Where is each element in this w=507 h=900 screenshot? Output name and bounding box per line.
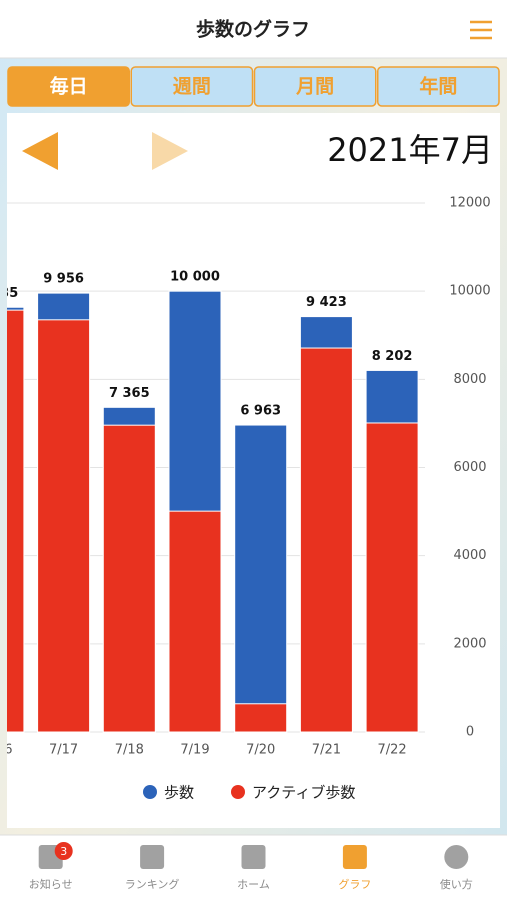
x-tick-label: 7/19 [180,743,209,758]
y-tick-label: 4000 [453,548,486,563]
y-tick-label: 6000 [453,460,486,475]
legend-swatch [231,785,245,799]
legend-label: アクティブ歩数 [252,784,355,802]
legend-label: 歩数 [164,784,194,802]
bar [234,424,288,733]
bar [37,319,91,733]
nav-icon[interactable] [241,845,266,869]
month-label: 2021年7月 [327,131,493,169]
y-tick-label: 10000 [449,284,490,299]
tab[interactable] [253,66,377,107]
x-tick-label: 7/17 [49,743,78,758]
bar [365,422,419,733]
y-tick-label: 2000 [453,636,486,651]
x-tick-label: 7/22 [377,743,406,758]
y-tick-label: 0 [466,725,474,740]
next-button[interactable] [152,132,188,170]
legend-swatch [143,785,157,799]
value-label: 9 423 [306,295,347,310]
value-label: 9 635 [0,286,18,301]
x-tick-label: 7/21 [312,743,341,758]
tab-label: 週間 [173,76,211,98]
badge-count: 3 [60,845,67,858]
x-tick-label: 7/20 [246,743,275,758]
tab-label: 月間 [295,76,334,98]
nav-icon[interactable] [444,845,469,869]
bar [299,347,353,733]
bar [168,510,222,733]
value-label: 7 365 [109,386,150,401]
prev-button[interactable] [22,132,58,170]
value-label: 9 956 [43,272,84,287]
legend: 歩数 アクティブ歩数 [143,784,355,802]
bar [102,424,156,733]
badge [54,842,73,860]
value-label: 6 963 [240,404,281,419]
bar [234,703,288,733]
tab-label: 年間 [419,75,457,98]
nav-label: ランキング [125,877,180,891]
tab[interactable] [377,66,500,107]
y-tick-label: 12000 [449,196,490,211]
x-tick-label: 7/16 [0,743,13,758]
tab[interactable] [130,66,254,107]
value-label: 8 202 [372,349,413,364]
plot: 0 2000 4000 6000 8000 10000 12000 9 635 7/16 9 95… [0,196,491,758]
header-bar [0,0,507,58]
nav-icon[interactable] [342,845,367,869]
value-label: 10 000 [170,270,220,285]
nav-label: お知らせ [29,877,73,891]
y-tick-label: 8000 [453,372,486,387]
nav: お知らせ 3 ランキング ホーム グラフ 使い方 [29,842,473,891]
tab[interactable] [7,66,130,107]
nav-label: グラフ [338,877,371,891]
bar [7,309,25,733]
header-title: 歩数のグラフ [196,18,310,41]
nav-label: ホーム [237,878,270,891]
nav-icon[interactable] [140,845,165,869]
x-tick-label: 7/18 [115,743,144,758]
tab-label: 毎日 [50,75,88,98]
tab-bar: 毎日 週間 月間 年間 [7,66,500,107]
menu-button[interactable] [470,20,492,40]
nav-label: 使い方 [440,877,473,891]
